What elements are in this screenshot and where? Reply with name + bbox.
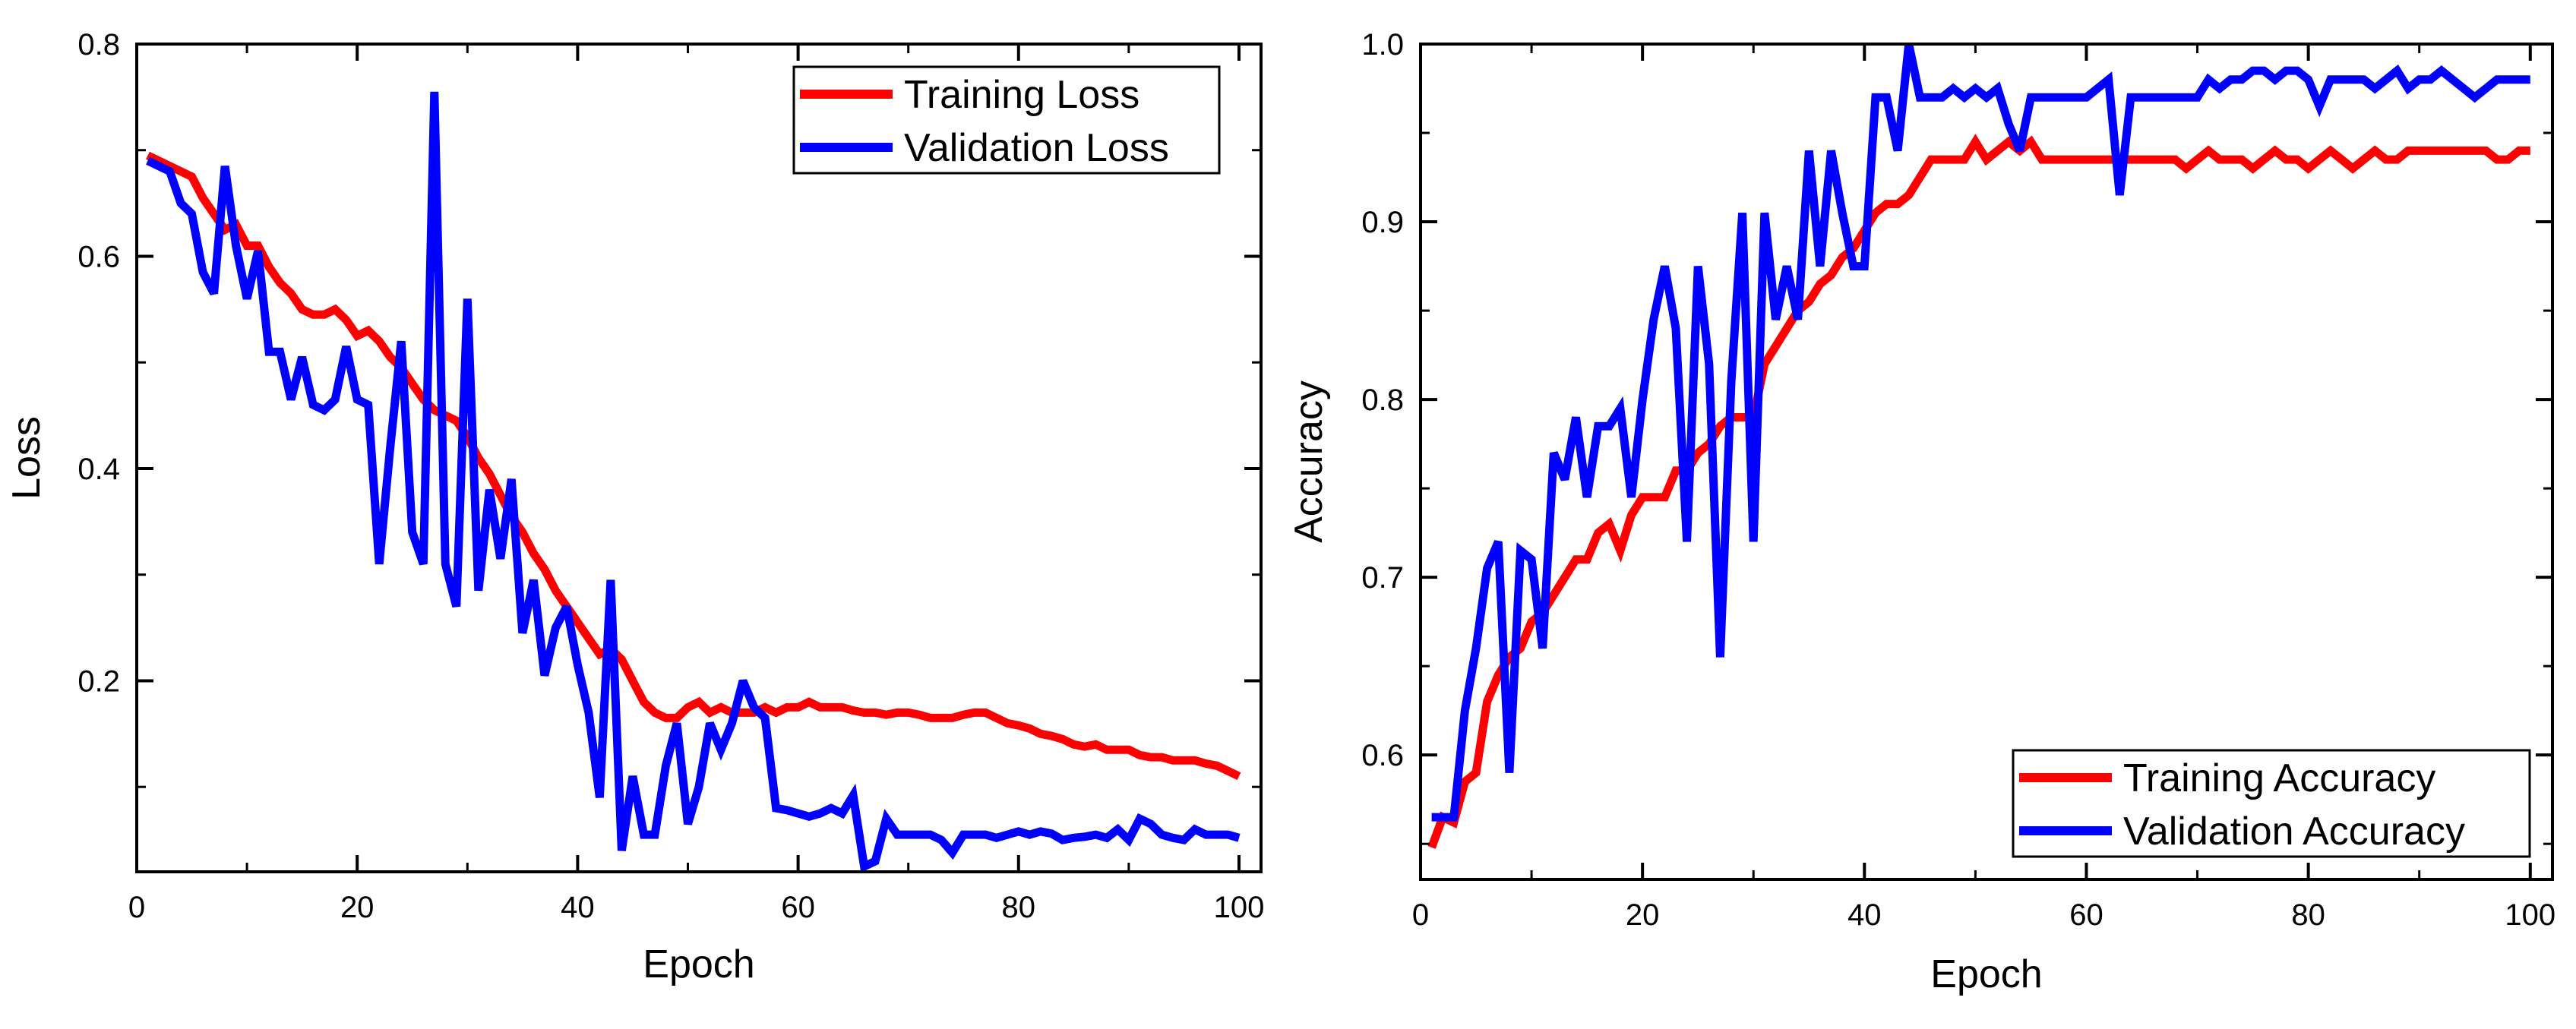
loss-series-validation-line — [146, 91, 1241, 872]
accuracy-xtick-label: 20 — [1626, 898, 1660, 932]
loss-legend-label-validation: Validation Loss — [904, 126, 1169, 170]
accuracy-series-training-line — [1427, 134, 2530, 849]
loss-legend-box — [792, 65, 1221, 175]
accuracy-xaxis-title: Epoch — [1930, 952, 2042, 996]
loss-legend-label-training: Training Loss — [904, 73, 1139, 117]
accuracy-ytick-label: 1.0 — [1361, 28, 1404, 62]
accuracy-xtick-label: 40 — [1847, 898, 1882, 932]
accuracy-ytick-label: 0.6 — [1361, 739, 1404, 772]
loss-yaxis-title: Loss — [5, 416, 49, 500]
loss-xtick-label: 40 — [561, 891, 595, 924]
accuracy-legend-label-validation: Validation Accuracy — [2123, 810, 2465, 854]
accuracy-chart: 0 20 40 60 80 100 0.6 0.7 0.8 0.9 1.0 Epoch Accuracy… — [1287, 28, 2555, 996]
accuracy-legend-label-training: Training Accuracy — [2123, 756, 2435, 800]
accuracy-xtick-label: 0 — [1412, 898, 1429, 932]
loss-xtick-label: 20 — [340, 891, 375, 924]
loss-ytick-label: 0.6 — [77, 240, 120, 273]
accuracy-legend: Training Accuracy Validation Accuracy — [2012, 749, 2531, 858]
loss-ytick-label: 0.4 — [77, 453, 120, 486]
loss-chart: 0 20 40 60 80 100 0.2 0.4 0.6 0.8 Epoch Loss Trainin… — [5, 28, 1264, 986]
accuracy-legend-box — [2012, 749, 2531, 858]
accuracy-ytick-label: 0.7 — [1361, 561, 1404, 595]
accuracy-ytick-label: 0.9 — [1361, 206, 1404, 239]
accuracy-series-validation-line — [1431, 44, 2530, 822]
accuracy-plot-frame — [1419, 43, 2554, 881]
accuracy-xtick-label: 80 — [2291, 898, 2325, 932]
loss-ytick-label: 0.2 — [77, 664, 120, 698]
loss-legend: Training Loss Validation Loss — [792, 65, 1221, 175]
accuracy-yaxis-title: Accuracy — [1287, 380, 1331, 543]
loss-series-training-line — [146, 151, 1241, 781]
loss-xaxis-title: Epoch — [643, 942, 754, 986]
loss-ytick-label: 0.8 — [77, 28, 120, 62]
accuracy-xtick-label: 60 — [2069, 898, 2103, 932]
loss-xtick-label: 60 — [781, 891, 815, 924]
accuracy-ytick-label: 0.8 — [1361, 384, 1404, 417]
loss-xtick-label: 100 — [1214, 891, 1265, 924]
loss-plot-frame — [135, 43, 1263, 873]
accuracy-xtick-label: 100 — [2505, 898, 2555, 932]
loss-xtick-label: 0 — [128, 891, 145, 924]
loss-xtick-label: 80 — [1002, 891, 1036, 924]
